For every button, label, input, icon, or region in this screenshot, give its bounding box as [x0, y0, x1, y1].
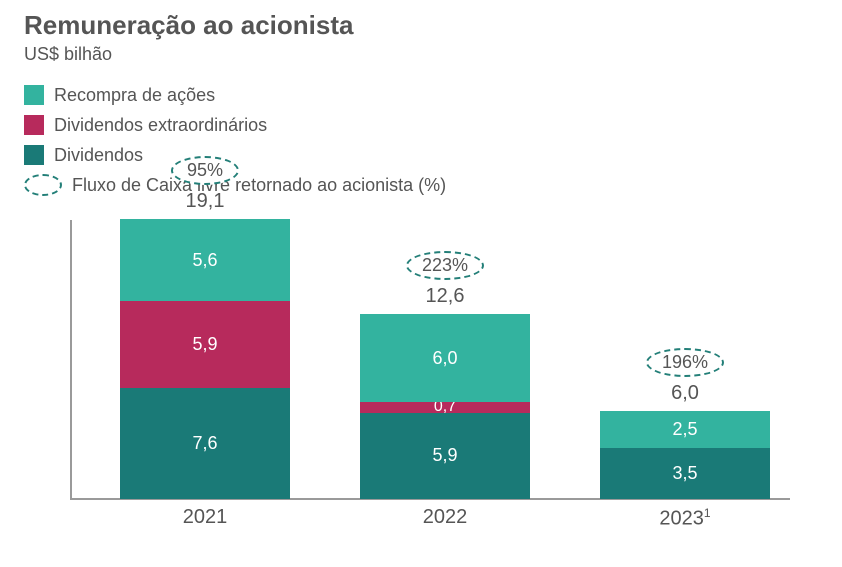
bar-total-label: 19,1 — [120, 190, 290, 213]
legend-swatch — [24, 145, 44, 165]
bar-total-label: 12,6 — [360, 285, 530, 308]
chart-subtitle: US$ bilhão — [24, 44, 112, 65]
x-axis-label: 2022 — [360, 506, 530, 529]
bar-segment-recompra: 5,6 — [120, 219, 290, 301]
legend-item: Dividendos extraordinários — [24, 110, 446, 140]
legend-swatch — [24, 85, 44, 105]
fcf-percent-badge: 196% — [646, 348, 724, 377]
legend-label: Dividendos extraordinários — [54, 115, 267, 136]
fcf-percent-badge: 223% — [406, 251, 484, 280]
legend-swatch — [24, 115, 44, 135]
bar-segment-dividendos: 7,6 — [120, 388, 290, 499]
x-axis-label: 2021 — [120, 506, 290, 529]
legend-item: Recompra de ações — [24, 80, 446, 110]
legend: Recompra de ações Dividendos extraordinár… — [24, 80, 446, 200]
legend-ellipse-icon — [24, 174, 62, 196]
bar-segment-extraordinarios: 0,7 — [360, 402, 530, 412]
chart-title: Remuneração ao acionista — [24, 10, 353, 41]
bar-segment-extraordinarios: 5,9 — [120, 301, 290, 387]
x-axis-label: 20231 — [600, 506, 770, 531]
fcf-percent-badge: 95% — [171, 156, 239, 185]
bar-segment-recompra: 6,0 — [360, 314, 530, 402]
bar-segment-recompra: 2,5 — [600, 411, 770, 448]
legend-label: Dividendos — [54, 145, 143, 166]
x-axis-footnote-mark: 1 — [704, 506, 711, 520]
bar-total-label: 6,0 — [600, 382, 770, 405]
legend-label: Recompra de ações — [54, 85, 215, 106]
y-axis — [70, 220, 72, 500]
bar-segment-dividendos: 3,5 — [600, 448, 770, 499]
bar-segment-dividendos: 5,9 — [360, 413, 530, 499]
chart-plot-area: 7,65,95,619,195%5,90,76,012,6223%3,52,56… — [70, 220, 790, 500]
